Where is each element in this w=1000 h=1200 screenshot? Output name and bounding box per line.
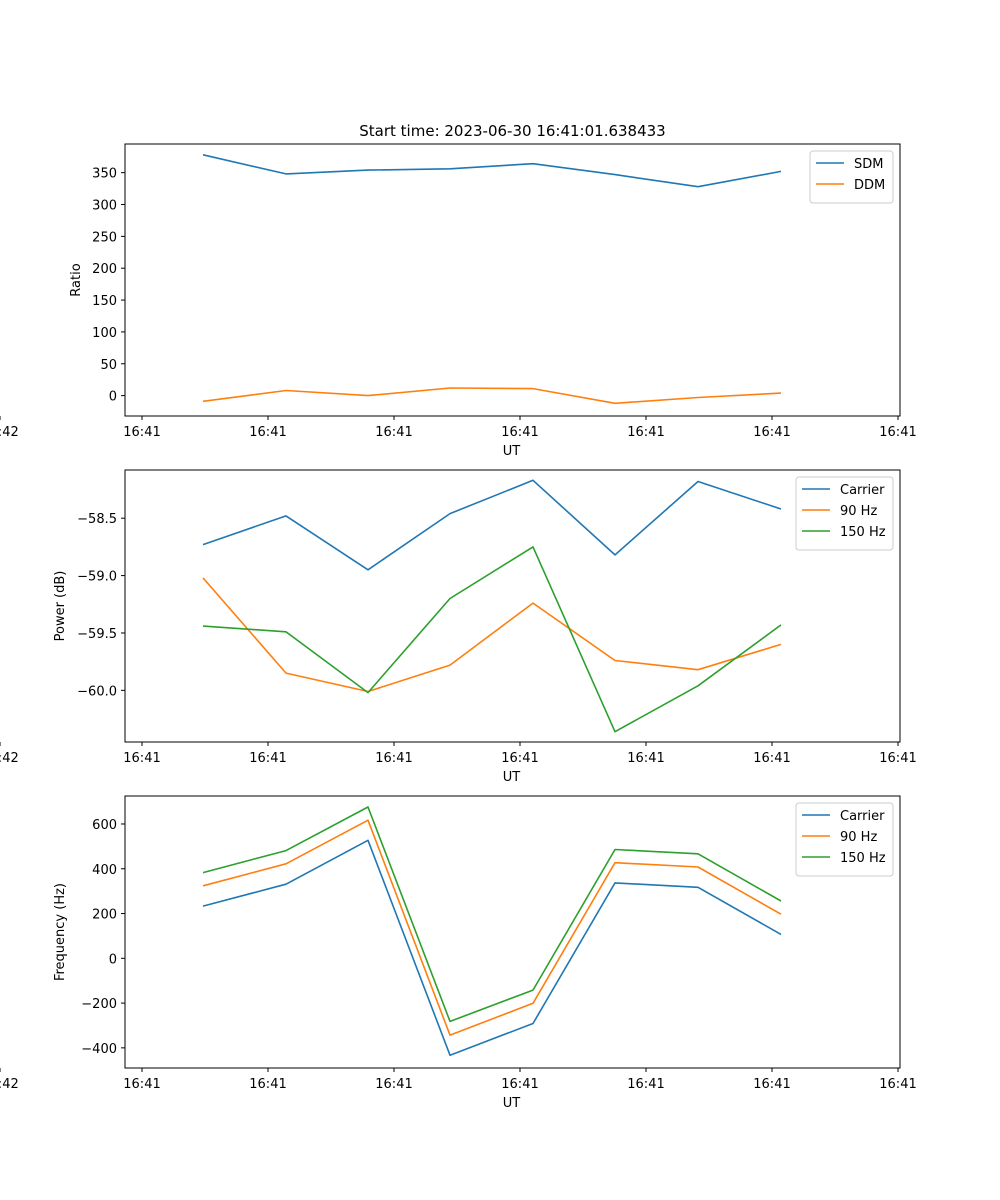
x-tick-label: 16:41 xyxy=(753,751,790,766)
x-tick-label: 16:41 xyxy=(123,1077,160,1092)
y-tick-label: 200 xyxy=(92,262,117,277)
legend-label: Carrier xyxy=(840,809,885,824)
y-tick-label: 50 xyxy=(100,358,117,373)
x-tick-label: 16:41 xyxy=(501,1077,538,1092)
y-axis-label: Ratio xyxy=(69,263,84,296)
y-tick-label: 350 xyxy=(92,167,117,182)
legend-label: 90 Hz xyxy=(840,830,877,845)
y-tick-label: 600 xyxy=(92,818,117,833)
x-tick-label: 16:41 xyxy=(753,1077,790,1092)
x-axis-label: UT xyxy=(503,770,521,785)
x-tick-label: 16:42 xyxy=(0,1077,19,1092)
y-tick-label: 200 xyxy=(92,908,117,923)
y-axis-label: Power (dB) xyxy=(53,571,68,642)
y-tick-label: 0 xyxy=(109,952,117,967)
series-line-90-hz xyxy=(202,577,782,693)
panel-1: 16:41 16:41 16:41 16:41 16:41 16:41 16:41 16:42… xyxy=(0,143,917,459)
x-tick-label: 16:42 xyxy=(0,425,19,440)
x-tick-label: 16:41 xyxy=(501,425,538,440)
series-line-90-hz xyxy=(202,819,782,1036)
series-line-sdm xyxy=(202,154,782,188)
series-line-150-hz xyxy=(202,546,782,733)
legend: SDM DDM xyxy=(809,150,894,204)
y-tick-label: −200 xyxy=(81,997,117,1012)
y-tick-label: 400 xyxy=(92,863,117,878)
axes-frame xyxy=(124,143,901,417)
legend-label: 90 Hz xyxy=(840,504,877,519)
legend-label: Carrier xyxy=(840,483,885,498)
x-tick-label: 16:41 xyxy=(879,751,916,766)
x-tick-label: 16:41 xyxy=(627,425,664,440)
x-axis-label: UT xyxy=(503,1096,521,1111)
legend-label: SDM xyxy=(854,157,883,172)
chart-title: Start time: 2023-06-30 16:41:01.638433 xyxy=(359,122,665,140)
y-tick-label: 150 xyxy=(92,294,117,309)
x-tick-label: 16:41 xyxy=(375,425,412,440)
y-tick-label: −59.0 xyxy=(77,570,117,585)
y-tick-label: 300 xyxy=(92,199,117,214)
x-tick-label: 16:42 xyxy=(0,751,19,766)
axes-frame xyxy=(124,795,901,1069)
legend-label: DDM xyxy=(854,178,885,193)
legend-box xyxy=(809,150,894,204)
series-line-carrier xyxy=(202,479,782,571)
axes-frame xyxy=(124,469,901,743)
x-tick-label: 16:41 xyxy=(879,425,916,440)
x-tick-label: 16:41 xyxy=(249,1077,286,1092)
panel-3: 16:41 16:41 16:41 16:41 16:41 16:41 16:41 16:42… xyxy=(0,795,917,1111)
y-tick-label: 0 xyxy=(109,390,117,405)
x-tick-label: 16:41 xyxy=(123,751,160,766)
legend-label: 150 Hz xyxy=(840,851,886,866)
x-tick-label: 16:41 xyxy=(501,751,538,766)
x-tick-label: 16:41 xyxy=(627,751,664,766)
y-tick-label: 100 xyxy=(92,326,117,341)
legend-label: 150 Hz xyxy=(840,525,886,540)
x-axis-label: UT xyxy=(503,444,521,459)
y-tick-label: −60.0 xyxy=(77,684,117,699)
x-tick-label: 16:41 xyxy=(249,425,286,440)
x-tick-label: 16:41 xyxy=(627,1077,664,1092)
x-tick-label: 16:41 xyxy=(753,425,790,440)
panel-2: 16:41 16:41 16:41 16:41 16:41 16:41 16:41 16:42… xyxy=(0,469,917,785)
x-tick-label: 16:41 xyxy=(249,751,286,766)
series-line-ddm xyxy=(202,387,782,405)
y-tick-label: −59.5 xyxy=(77,627,117,642)
x-tick-label: 16:41 xyxy=(375,1077,412,1092)
x-tick-label: 16:41 xyxy=(879,1077,916,1092)
x-tick-label: 16:41 xyxy=(123,425,160,440)
y-tick-label: −400 xyxy=(81,1042,117,1057)
y-axis-label: Frequency (Hz) xyxy=(53,883,68,981)
series-line-150-hz xyxy=(202,806,782,1023)
series-line-carrier xyxy=(202,839,782,1056)
y-tick-label: 250 xyxy=(92,230,117,245)
y-tick-label: −58.5 xyxy=(77,512,117,527)
legend: Carrier 90 Hz 150 Hz xyxy=(795,802,894,877)
legend: Carrier 90 Hz 150 Hz xyxy=(795,476,894,551)
x-tick-label: 16:41 xyxy=(375,751,412,766)
